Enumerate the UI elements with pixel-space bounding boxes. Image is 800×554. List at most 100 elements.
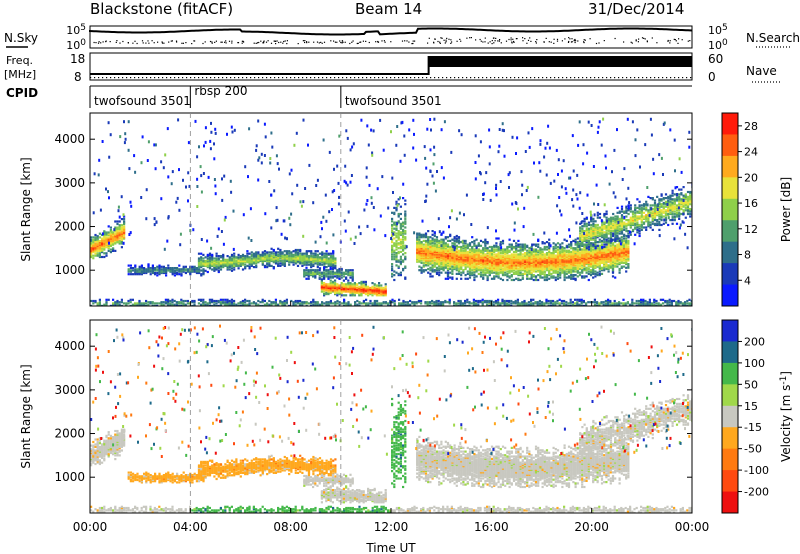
cell [290, 251, 293, 254]
cell [424, 232, 428, 235]
cell [495, 271, 498, 274]
cell [605, 225, 608, 228]
cell [444, 237, 447, 240]
search-noise-point [134, 40, 136, 42]
cell [482, 247, 485, 250]
nave-point [434, 77, 436, 79]
cell [609, 219, 613, 222]
cell [515, 270, 518, 273]
search-noise-point [469, 37, 471, 39]
cell [444, 242, 447, 245]
cell [353, 285, 356, 288]
cell [475, 258, 478, 261]
nave-point [518, 77, 520, 79]
cell [136, 273, 139, 276]
cell [534, 260, 538, 263]
cell [402, 249, 405, 252]
cell [294, 253, 297, 256]
cell [534, 255, 538, 258]
cell [347, 272, 350, 275]
cell [444, 245, 447, 249]
cell [329, 275, 332, 278]
cell [596, 232, 599, 235]
search-noise-point [434, 38, 436, 40]
cell [404, 252, 407, 255]
cell [493, 245, 496, 249]
cell [625, 237, 628, 240]
cell [277, 253, 280, 256]
cell [351, 294, 354, 297]
cell [596, 274, 599, 277]
cell [611, 232, 615, 235]
cell [331, 285, 334, 288]
cell [402, 228, 405, 231]
cell [123, 226, 126, 229]
cell [248, 263, 251, 266]
cell [127, 270, 130, 273]
cell [442, 239, 445, 242]
cell [601, 221, 604, 224]
cell [515, 253, 518, 256]
cell [581, 260, 584, 263]
cell [642, 204, 646, 207]
cell [532, 270, 535, 273]
cell [596, 247, 599, 250]
cell [399, 205, 402, 208]
cell [105, 246, 108, 249]
cell [475, 253, 478, 256]
search-noise-point [211, 41, 213, 43]
cell [219, 264, 223, 267]
cell [609, 249, 612, 252]
cell [572, 264, 575, 267]
cell [600, 254, 604, 257]
cell [103, 240, 106, 243]
cell [397, 259, 400, 262]
cell [393, 249, 396, 252]
cell [486, 261, 489, 264]
cell [460, 265, 463, 268]
cell [320, 286, 323, 290]
cell [552, 270, 555, 273]
cell [636, 231, 639, 234]
cell [561, 255, 564, 258]
cell [664, 212, 668, 216]
cell [438, 260, 441, 263]
cell [440, 250, 443, 253]
cell [105, 242, 108, 245]
cell [616, 216, 619, 219]
cell [200, 266, 203, 269]
nave-point [546, 77, 548, 79]
cell [460, 260, 463, 263]
cell [109, 226, 112, 229]
cell [504, 250, 507, 253]
cell [664, 209, 668, 212]
cell [612, 216, 615, 219]
cell [424, 263, 428, 266]
cell [579, 226, 582, 229]
cell [331, 276, 334, 279]
cell [399, 217, 402, 220]
cell [537, 239, 540, 242]
search-noise-point [491, 43, 493, 45]
cell [583, 261, 586, 264]
nave-point [182, 77, 184, 79]
cell [512, 239, 516, 242]
cell [517, 258, 520, 261]
cell [567, 275, 571, 278]
cell [429, 245, 432, 249]
cell [486, 269, 489, 272]
search-noise-point [536, 39, 538, 41]
cell [466, 247, 469, 250]
cell [123, 236, 126, 239]
cell [399, 212, 402, 216]
cell [473, 254, 476, 257]
cell [530, 269, 533, 272]
cell [429, 260, 432, 263]
cell [468, 266, 472, 269]
cell [301, 256, 304, 259]
search-noise-point [333, 40, 335, 42]
cell [519, 248, 522, 251]
cell [158, 271, 161, 275]
cell [138, 271, 141, 275]
cell [395, 209, 398, 212]
